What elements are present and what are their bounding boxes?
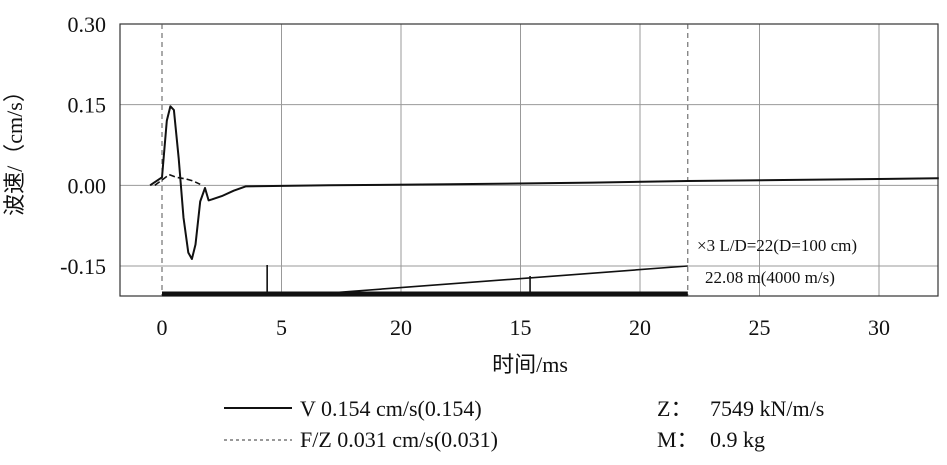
info-m-label: M： xyxy=(657,427,699,452)
pile-profile xyxy=(162,265,688,297)
y-tick-label-2: 0.00 xyxy=(68,173,107,198)
y-tick-label-3: -0.15 xyxy=(60,254,106,279)
info-z-label: Z： xyxy=(657,396,692,421)
legend-label-v: V 0.154 cm/s(0.154) xyxy=(300,396,482,421)
y-axis-label: 波速/（cm/s） xyxy=(2,80,27,216)
y-tick-label-1: 0.15 xyxy=(68,93,107,118)
x-tick-label-1: 5 xyxy=(276,315,287,340)
info-m-value: 0.9 kg xyxy=(710,427,765,452)
annotation-length: 22.08 m(4000 m/s) xyxy=(705,268,835,287)
series-layer xyxy=(149,105,939,260)
x-tick-labels: 0 5 20 15 20 25 30 xyxy=(157,315,891,340)
grid xyxy=(120,24,938,296)
annotation-ld: ×3 L/D=22(D=100 cm) xyxy=(697,236,857,255)
x-tick-label-6: 30 xyxy=(868,315,890,340)
reference-lines xyxy=(161,24,689,296)
info-z-value: 7549 kN/m/s xyxy=(710,396,824,421)
x-tick-label-2: 20 xyxy=(390,315,412,340)
y-tick-labels: 0.30 0.15 0.00 -0.15 xyxy=(60,12,106,279)
x-tick-label-0: 0 xyxy=(157,315,168,340)
plot-frame xyxy=(119,23,939,297)
y-tick-label-0: 0.30 xyxy=(68,12,107,37)
pile-profile-line xyxy=(329,265,688,294)
x-tick-label-4: 20 xyxy=(629,315,651,340)
x-axis-label: 时间/ms xyxy=(492,352,568,377)
legend-label-fz: F/Z 0.031 cm/s(0.031) xyxy=(300,427,498,452)
x-tick-label-5: 25 xyxy=(749,315,771,340)
series-line-v xyxy=(149,105,939,260)
info-panel: Z： 7549 kN/m/s M： 0.9 kg xyxy=(657,396,824,452)
legend: V 0.154 cm/s(0.154) F/Z 0.031 cm/s(0.031… xyxy=(224,396,498,452)
x-tick-label-3: 15 xyxy=(510,315,532,340)
